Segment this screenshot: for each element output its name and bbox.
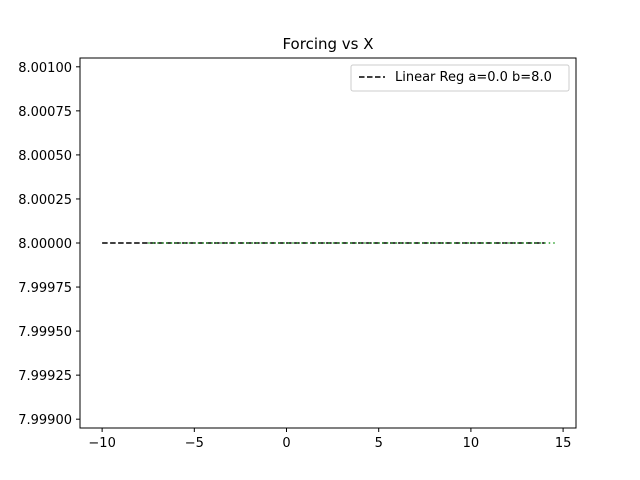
x-tick-label: 15	[555, 436, 572, 451]
y-tick-label: 8.00050	[18, 149, 72, 164]
x-tick-label: 5	[375, 436, 383, 451]
y-tick-label: 8.00075	[18, 105, 72, 120]
y-tick-label: 7.99950	[18, 325, 72, 340]
chart-title: Forcing vs X	[282, 35, 373, 53]
x-tick-label: −5	[185, 436, 204, 451]
x-axis: −10 −5 0 5 10 15	[88, 428, 571, 451]
x-tick-label: −10	[88, 436, 115, 451]
y-tick-label: 7.99900	[18, 413, 72, 428]
x-tick-label: 10	[463, 436, 480, 451]
y-axis: 7.99900 7.99925 7.99950 7.99975 8.00000 8.000…	[18, 61, 80, 428]
y-tick-label: 7.99925	[18, 369, 72, 384]
y-tick-label: 8.00025	[18, 193, 72, 208]
y-tick-label: 7.99975	[18, 281, 72, 296]
plot-area	[79, 57, 577, 429]
x-tick-label: 0	[282, 436, 290, 451]
legend: Linear Reg a=0.0 b=8.0	[350, 64, 570, 92]
y-tick-label: 8.00000	[18, 237, 72, 252]
legend-box	[350, 64, 570, 92]
y-tick-label: 8.00100	[18, 61, 72, 76]
legend-label: Linear Reg a=0.0 b=8.0	[395, 70, 552, 85]
